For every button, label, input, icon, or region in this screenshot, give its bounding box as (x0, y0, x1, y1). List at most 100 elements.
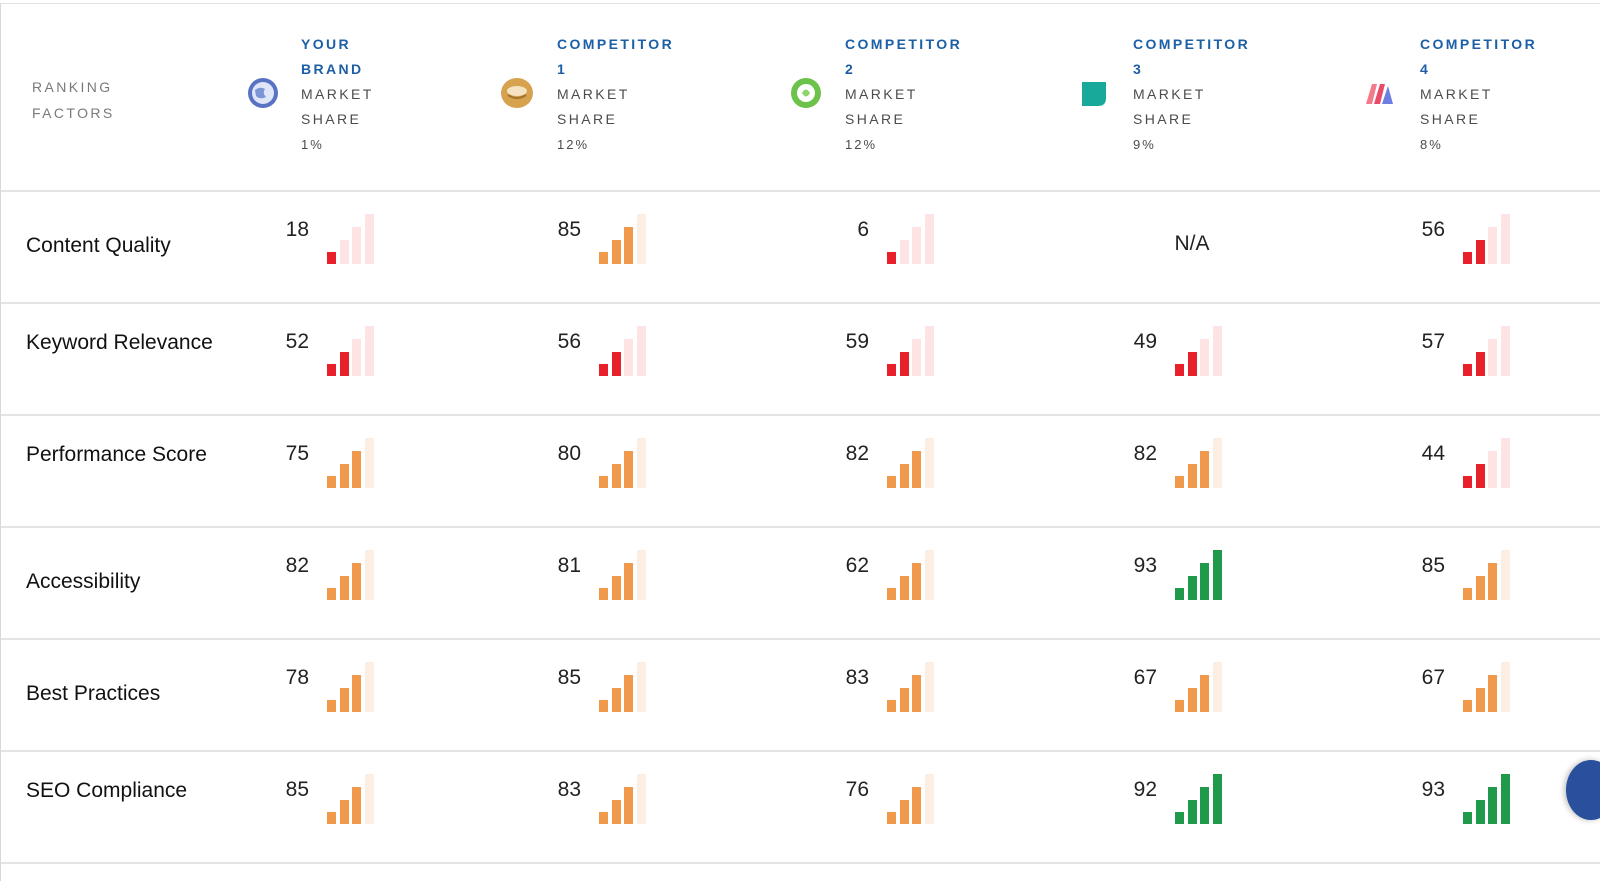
signal-bar (887, 476, 896, 488)
score-value: 62 (845, 554, 869, 577)
signal-bar (1463, 476, 1472, 488)
market-share-value: 12% (557, 137, 590, 152)
signal-bar (364, 774, 374, 824)
score-value: 67 (1133, 666, 1157, 689)
signal-bar (611, 800, 621, 824)
signal-bar (611, 352, 621, 376)
signal-bars-icon (599, 438, 647, 488)
score-value: 85 (557, 666, 581, 689)
score-value: 59 (845, 330, 869, 353)
score-na: N/A (1174, 232, 1210, 255)
floating-widget-button[interactable] (1566, 760, 1600, 820)
signal-bar (1175, 812, 1184, 824)
signal-bar (327, 700, 336, 712)
green-circle-logo-icon (789, 76, 823, 110)
signal-bar (1212, 550, 1222, 600)
table-row-keyword-relevance: Keyword Relevance 52 56 59 49 57 (1, 302, 1600, 416)
signal-bar (327, 252, 336, 264)
signal-bar (912, 339, 921, 376)
signal-bars-icon (599, 662, 647, 712)
market-share-value: 12% (845, 137, 878, 152)
signal-bar (1475, 800, 1485, 824)
signal-bars-icon (599, 550, 647, 600)
signal-bar (924, 438, 934, 488)
score-value: 56 (1421, 218, 1445, 241)
signal-bar (912, 675, 921, 712)
signal-bar (339, 576, 349, 600)
signal-bar (624, 227, 633, 264)
signal-bar (1500, 214, 1510, 264)
signal-bars-icon (887, 326, 935, 376)
score-value: 76 (845, 778, 869, 801)
signal-bar (1175, 476, 1184, 488)
signal-bar (1488, 451, 1497, 488)
signal-bars-icon (599, 214, 647, 264)
signal-bars-icon (1175, 550, 1223, 600)
signal-bars-icon (327, 214, 375, 264)
signal-bar (1200, 787, 1209, 824)
signal-bar (624, 675, 633, 712)
row-label-accessibility: Accessibility (26, 570, 141, 593)
signal-bar (912, 227, 921, 264)
score-value: 83 (845, 666, 869, 689)
signal-bar (912, 787, 921, 824)
signal-bar (1212, 438, 1222, 488)
signal-bars-icon (599, 774, 647, 824)
signal-bar (924, 214, 934, 264)
table-row-accessibility: Accessibility 82 81 62 93 85 (1, 526, 1600, 640)
signal-bar (339, 352, 349, 376)
signal-bar (887, 812, 896, 824)
signal-bars-icon (327, 550, 375, 600)
signal-bar (352, 227, 361, 264)
signal-bar (1500, 326, 1510, 376)
signal-bar (1475, 576, 1485, 600)
signal-bar (599, 252, 608, 264)
signal-bar (611, 576, 621, 600)
signal-bar (1200, 675, 1209, 712)
signal-bar (887, 364, 896, 376)
signal-bar (352, 563, 361, 600)
signal-bar (1488, 787, 1497, 824)
signal-bar (1187, 576, 1197, 600)
signal-bar (611, 464, 621, 488)
score-value: 18 (285, 218, 309, 241)
signal-bar (611, 240, 621, 264)
row-label-performance-score: Performance Score (26, 443, 207, 466)
signal-bar (611, 688, 621, 712)
score-value: 49 (1133, 330, 1157, 353)
signal-bar (364, 326, 374, 376)
table-row-best-practices: Best Practices 78 85 83 67 67 (1, 638, 1600, 752)
signal-bar (1175, 588, 1184, 600)
signal-bars-icon (1175, 438, 1223, 488)
m-letter-logo-icon (1363, 76, 1397, 110)
score-value: 93 (1133, 554, 1157, 577)
signal-bar (624, 451, 633, 488)
signal-bars-icon (327, 662, 375, 712)
signal-bar (1463, 588, 1472, 600)
score-value: 83 (557, 778, 581, 801)
signal-bar (899, 576, 909, 600)
signal-bars-icon (327, 326, 375, 376)
signal-bar (899, 688, 909, 712)
signal-bar (1212, 326, 1222, 376)
signal-bar (364, 214, 374, 264)
signal-bar (899, 800, 909, 824)
signal-bar (1187, 464, 1197, 488)
signal-bars-icon (887, 774, 935, 824)
signal-bar (636, 662, 646, 712)
ranking-comparison-table: RANKING FACTORS YOUR BRAND MARKET SHARE … (0, 3, 1600, 881)
signal-bar (1475, 240, 1485, 264)
signal-bar (924, 550, 934, 600)
score-value: 82 (845, 442, 869, 465)
signal-bar (1175, 700, 1184, 712)
signal-bar (599, 588, 608, 600)
signal-bar (624, 563, 633, 600)
signal-bar (1475, 464, 1485, 488)
signal-bar (1500, 662, 1510, 712)
signal-bar (887, 588, 896, 600)
score-value: 57 (1421, 330, 1445, 353)
signal-bars-icon (1463, 662, 1511, 712)
teal-leaf-logo-icon (1077, 76, 1111, 110)
score-value: 93 (1421, 778, 1445, 801)
score-value: 82 (1133, 442, 1157, 465)
